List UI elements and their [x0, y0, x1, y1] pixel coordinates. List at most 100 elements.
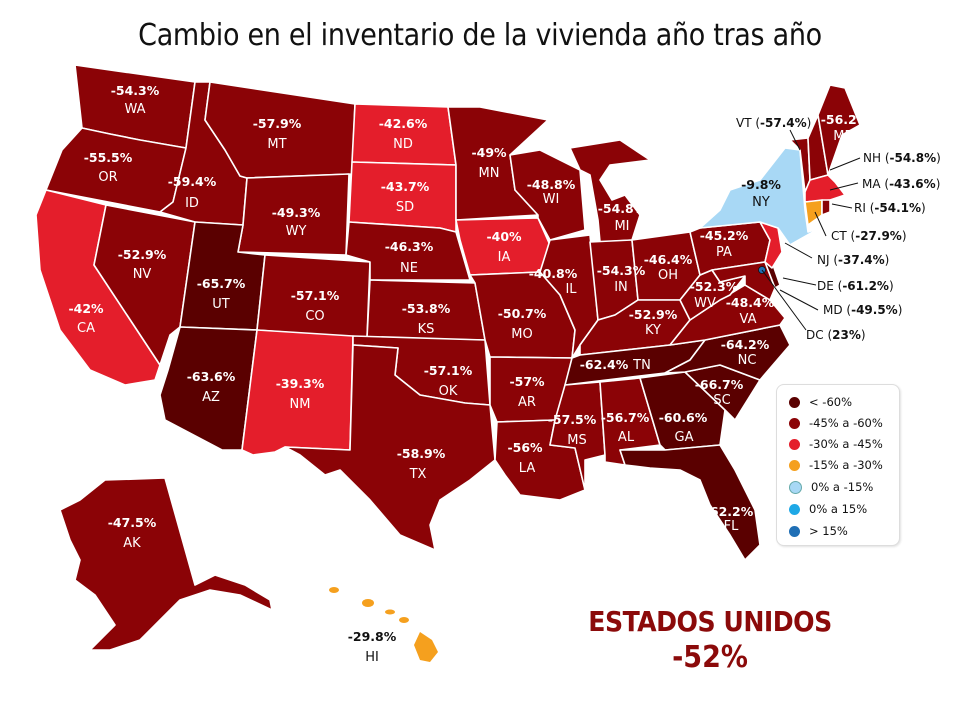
label-AZ-value: -63.6% [187, 369, 236, 384]
label-WY-abbr: WY [286, 224, 307, 239]
label-OH-abbr: OH [658, 268, 678, 283]
state-HI[interactable] [329, 587, 438, 662]
us-total-value: -52% [672, 640, 748, 675]
state-WY[interactable] [237, 173, 350, 256]
label-VA-abbr: VA [740, 312, 757, 327]
label-KS-abbr: KS [418, 322, 435, 337]
label-NV-value: -52.9% [118, 247, 167, 262]
callout-VT: VT (-57.4%) [736, 116, 811, 130]
label-WA-value: -54.3% [111, 83, 160, 98]
label-IN-abbr: IN [614, 280, 628, 295]
state-FL[interactable] [619, 444, 761, 561]
label-FL-value: -62.2% [705, 504, 754, 519]
label-HI-value: -29.8% [348, 629, 397, 644]
map-title: Cambio en el inventario de la vivienda a… [138, 18, 822, 53]
callout-lines [761, 129, 861, 331]
label-SD-value: -43.7% [381, 179, 430, 194]
label-TN-abbr: TN [632, 358, 651, 373]
label-WV-value: -52.3% [690, 279, 739, 294]
state-RI[interactable] [821, 199, 831, 216]
label-LA-abbr: LA [519, 461, 536, 476]
label-MI-abbr: MI [614, 219, 629, 234]
label-GA-abbr: GA [675, 430, 694, 445]
label-MT-abbr: MT [267, 137, 286, 152]
callout-CT: CT (-27.9%) [831, 229, 907, 243]
legend-swatch-icon [789, 417, 800, 429]
label-IL-abbr: IL [565, 282, 577, 297]
label-MS-value: -57.5% [548, 412, 597, 427]
label-WV-abbr: WV [694, 296, 716, 311]
state-NY[interactable] [699, 147, 821, 246]
label-PA-abbr: PA [716, 245, 732, 260]
state-AK[interactable] [59, 477, 273, 651]
label-OR-abbr: OR [98, 170, 117, 185]
label-AK-abbr: AK [123, 536, 141, 551]
label-MS-abbr: MS [567, 433, 586, 448]
label-MN-abbr: MN [479, 166, 500, 181]
label-ME-abbr: ME [833, 129, 852, 144]
state-MA[interactable] [804, 174, 846, 203]
label-TN-value: -62.4% [580, 357, 629, 372]
label-NE-abbr: NE [400, 261, 418, 276]
label-OK-abbr: OK [439, 384, 458, 399]
label-KY-abbr: KY [645, 323, 661, 338]
state-NC[interactable] [664, 324, 791, 381]
label-IL-value: -40.8% [529, 266, 578, 281]
legend-swatch-icon [789, 503, 800, 515]
label-AL-value: -56.7% [601, 410, 650, 425]
label-IA-value: -40% [486, 229, 522, 244]
label-GA-value: -60.6% [659, 410, 708, 425]
state-MI[interactable] [569, 139, 651, 243]
label-AR-abbr: AR [518, 395, 536, 410]
callout-NH: NH (-54.8%) [863, 151, 941, 165]
label-WI-abbr: WI [543, 192, 560, 207]
callout-DC: DC (23%) [806, 328, 866, 342]
callout-MD: MD (-49.5%) [823, 303, 902, 317]
state-SD[interactable] [348, 161, 457, 233]
label-WA-abbr: WA [124, 102, 145, 117]
label-TX-abbr: TX [409, 467, 427, 482]
label-NC-abbr: NC [738, 353, 757, 368]
legend-swatch-icon [789, 480, 802, 494]
label-UT-value: -65.7% [197, 276, 246, 291]
state-AZ[interactable] [159, 326, 258, 451]
legend-swatch-icon [789, 525, 800, 537]
label-PA-value: -45.2% [700, 228, 749, 243]
legend-swatch-icon [789, 459, 800, 471]
label-ID-value: -59.4% [168, 174, 217, 189]
label-OK-value: -57.1% [424, 363, 473, 378]
callout-MA: MA (-43.6%) [862, 177, 940, 191]
state-NM[interactable] [241, 329, 354, 456]
label-KS-value: -53.8% [402, 301, 451, 316]
label-KY-value: -52.9% [629, 307, 678, 322]
state-NE[interactable] [345, 221, 471, 281]
legend-swatch-icon [789, 396, 800, 408]
legend-item: -15% a -30% [789, 458, 883, 472]
label-VA-value: -48.4% [726, 295, 775, 310]
callout-DE: DE (-61.2%) [817, 279, 894, 293]
state-ND[interactable] [351, 103, 457, 166]
label-MT-value: -57.9% [253, 116, 302, 131]
legend-item: < -60% [789, 395, 852, 409]
label-SD-abbr: SD [396, 200, 414, 215]
label-OH-value: -46.4% [644, 252, 693, 267]
label-MO-abbr: MO [511, 327, 532, 342]
state-TX[interactable] [284, 344, 496, 551]
label-NM-value: -39.3% [276, 376, 325, 391]
label-CO-value: -57.1% [291, 288, 340, 303]
label-AZ-abbr: AZ [202, 390, 220, 405]
label-NY-abbr: NY [752, 195, 770, 210]
label-MO-value: -50.7% [498, 306, 547, 321]
label-WY-value: -49.3% [272, 205, 321, 220]
label-AR-value: -57% [509, 374, 545, 389]
legend-item: 0% a 15% [789, 502, 867, 516]
label-AK-value: -47.5% [108, 515, 157, 530]
label-NE-value: -46.3% [385, 239, 434, 254]
label-ND-value: -42.6% [379, 116, 428, 131]
label-FL-abbr: FL [724, 519, 739, 534]
us-total: ESTADOS UNIDOS -52% [560, 605, 860, 675]
label-NV-abbr: NV [133, 267, 152, 282]
label-HI-abbr: HI [365, 650, 379, 665]
label-ID-abbr: ID [185, 196, 199, 211]
